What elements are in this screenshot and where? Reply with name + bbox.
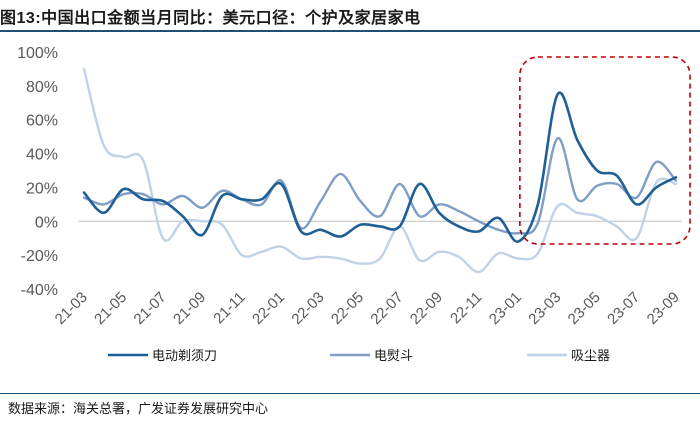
y-tick-label: 60% [26, 113, 58, 130]
x-tick-label: 23-07 [604, 289, 643, 328]
y-tick-label: 40% [26, 147, 58, 164]
y-tick-label: -40% [21, 282, 58, 299]
figure-title: 图13:中国出口金额当月同比：美元口径：个护及家居家电 [0, 4, 700, 28]
x-tick-label: 22-11 [447, 289, 485, 327]
x-tick-label: 23-05 [565, 289, 604, 328]
x-tick-label: 23-01 [486, 289, 525, 328]
y-tick-label: 0% [35, 214, 58, 231]
series-iron-line [82, 137, 678, 235]
x-tick-label: 21-05 [91, 289, 130, 328]
x-tick-label: 22-09 [407, 289, 446, 328]
figure-title-text: 中国出口金额当月同比：美元口径：个护及家居家电 [41, 8, 421, 27]
y-tick-label: -20% [21, 248, 58, 265]
x-tick-label: 22-01 [249, 289, 288, 328]
figure-title-prefix: 图 [0, 8, 17, 27]
figure-title-number: 13: [16, 10, 42, 27]
legend-item-iron-label: 电熨斗 [374, 349, 413, 364]
legend-item-shaver-label: 电动剃须刀 [152, 349, 217, 364]
source-rule [0, 393, 700, 394]
line-chart: 100%80%60%40%20%0%-20%-40%21-03 21-05 21-0… [17, 45, 691, 364]
x-tick-label: 22-05 [328, 289, 367, 328]
x-tick-label: 21-09 [170, 289, 209, 328]
highlight-box [519, 56, 691, 245]
legend-item-vacuum-label: 吸尘器 [571, 349, 610, 364]
source-note: 数据来源：海关总署，广发证券发展研究中心 [8, 402, 269, 417]
x-tick-label: 21-11 [210, 289, 248, 327]
x-tick-label: 21-07 [131, 289, 170, 328]
title-rule [0, 30, 700, 32]
x-tick-label: 22-07 [367, 289, 406, 328]
x-tick-label: 23-09 [644, 289, 683, 328]
series-vacuum-line [82, 67, 678, 274]
y-tick-label: 100% [17, 45, 58, 62]
y-tick-label: 20% [26, 180, 58, 197]
x-tick-label: 22-03 [288, 289, 327, 328]
series-shaver-line [82, 91, 678, 243]
x-tick-label: 23-03 [525, 289, 564, 328]
y-tick-label: 80% [26, 79, 58, 96]
